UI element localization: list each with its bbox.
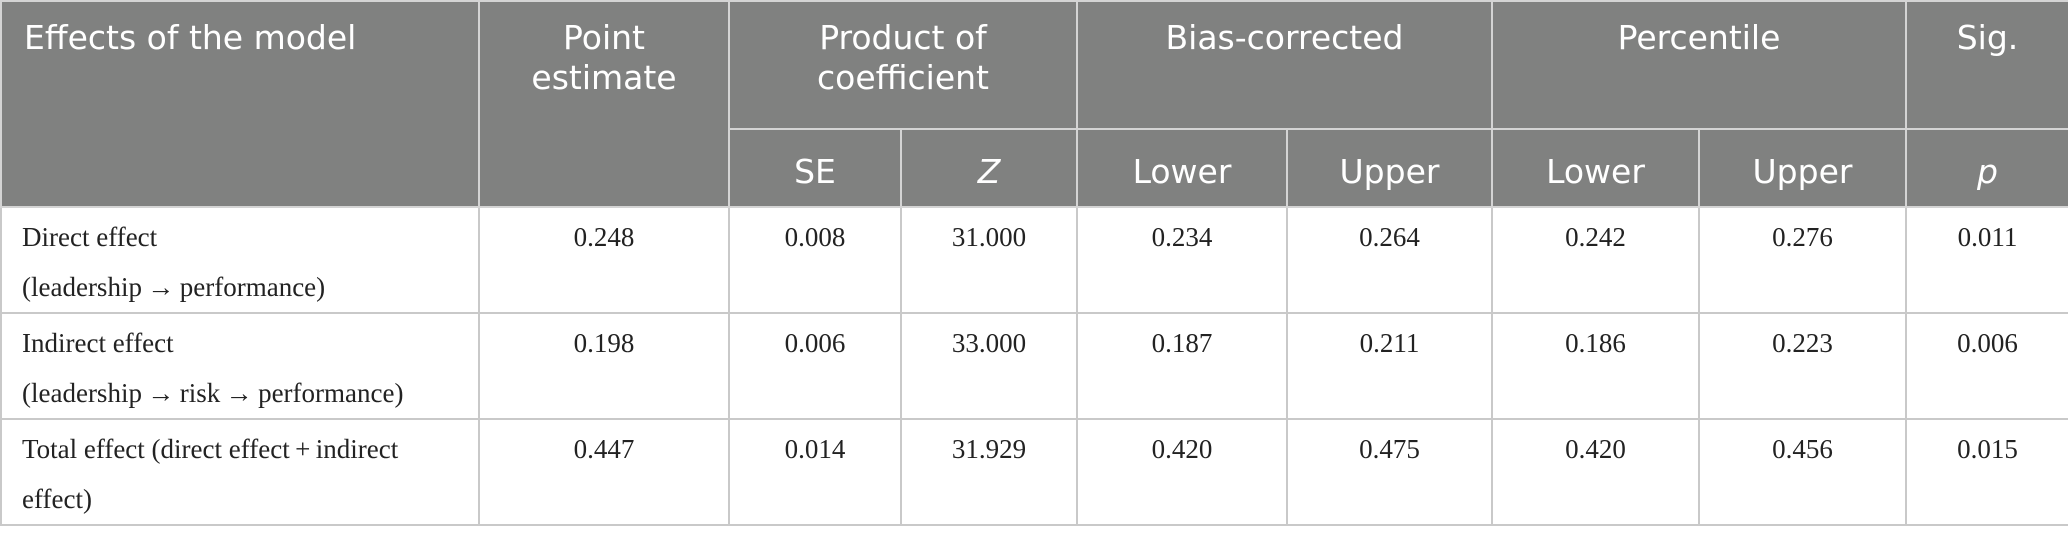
table-row-total: Total effect (direct effect + indirect e… bbox=[0, 418, 2068, 526]
cell-pc-upper: 0.223 bbox=[1698, 312, 1907, 420]
cell-se: 0.008 bbox=[728, 206, 902, 314]
row-label-line1: Direct effect bbox=[22, 222, 158, 252]
cell-pc-upper: 0.456 bbox=[1698, 418, 1907, 526]
header-pc-lower: Lower bbox=[1491, 128, 1700, 208]
cell-z: 33.000 bbox=[900, 312, 1078, 420]
header-z: Z bbox=[900, 128, 1078, 208]
cell-point-estimate: 0.447 bbox=[478, 418, 730, 526]
header-percentile: Percentile bbox=[1491, 0, 1907, 130]
cell-bc-lower: 0.234 bbox=[1076, 206, 1288, 314]
table-row-direct: Direct effect (leadership → performance)… bbox=[0, 206, 2068, 314]
cell-point-estimate: 0.198 bbox=[478, 312, 730, 420]
cell-pc-lower: 0.242 bbox=[1491, 206, 1700, 314]
header-product-of-coefficient: Product of coefficient bbox=[728, 0, 1078, 130]
header-effects: Effects of the model bbox=[0, 0, 480, 208]
row-label-line2: (leadership → performance) bbox=[22, 272, 326, 302]
header-row-top: Effects of the model Point estimate Prod… bbox=[0, 0, 2068, 208]
cell-bc-lower: 0.420 bbox=[1076, 418, 1288, 526]
row-label: Indirect effect (leadership → risk → per… bbox=[0, 312, 480, 420]
table-body: Direct effect (leadership → performance)… bbox=[0, 206, 2068, 526]
cell-pc-upper: 0.276 bbox=[1698, 206, 1907, 314]
cell-bc-upper: 0.264 bbox=[1286, 206, 1493, 314]
cell-se: 0.006 bbox=[728, 312, 902, 420]
row-label: Direct effect (leadership → performance) bbox=[0, 206, 480, 314]
header-sig: Sig. bbox=[1905, 0, 2068, 130]
cell-bc-lower: 0.187 bbox=[1076, 312, 1288, 420]
row-label-line2: (leadership → risk → performance) bbox=[22, 378, 404, 408]
row-label: Total effect (direct effect + indirect e… bbox=[0, 418, 480, 526]
cell-pc-lower: 0.186 bbox=[1491, 312, 1700, 420]
header-bc-lower: Lower bbox=[1076, 128, 1288, 208]
row-label-line2: effect) bbox=[22, 484, 92, 514]
cell-z: 31.000 bbox=[900, 206, 1078, 314]
table-row-indirect: Indirect effect (leadership → risk → per… bbox=[0, 312, 2068, 420]
cell-p: 0.015 bbox=[1905, 418, 2068, 526]
header-pc-upper: Upper bbox=[1698, 128, 1907, 208]
header-bias-corrected: Bias-corrected bbox=[1076, 0, 1493, 130]
cell-p: 0.006 bbox=[1905, 312, 2068, 420]
cell-z: 31.929 bbox=[900, 418, 1078, 526]
header-p: p bbox=[1905, 128, 2068, 208]
row-label-line1: Indirect effect bbox=[22, 328, 174, 358]
header-point-estimate: Point estimate bbox=[478, 0, 730, 208]
cell-point-estimate: 0.248 bbox=[478, 206, 730, 314]
header-bc-upper: Upper bbox=[1286, 128, 1493, 208]
header-se: SE bbox=[728, 128, 902, 208]
row-label-line1: Total effect (direct effect + indirect bbox=[22, 434, 399, 464]
table-header: Effects of the model Point estimate Prod… bbox=[0, 0, 2068, 208]
cell-bc-upper: 0.475 bbox=[1286, 418, 1493, 526]
header-row-sub: SE Z Lower Upper Lower Upper p bbox=[1, 128, 2068, 208]
cell-pc-lower: 0.420 bbox=[1491, 418, 1700, 526]
cell-p: 0.011 bbox=[1905, 206, 2068, 314]
cell-se: 0.014 bbox=[728, 418, 902, 526]
cell-bc-upper: 0.211 bbox=[1286, 312, 1493, 420]
